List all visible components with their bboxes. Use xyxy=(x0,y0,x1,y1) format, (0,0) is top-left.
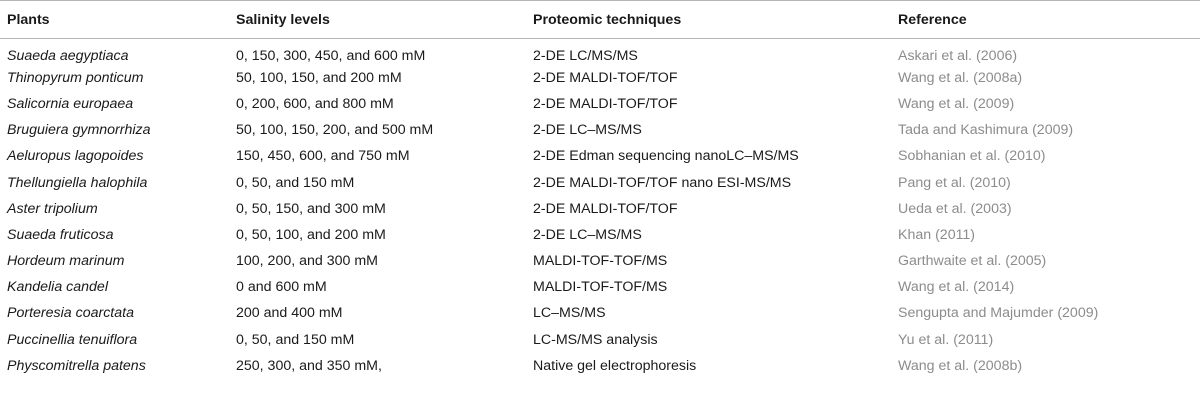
header-salinity-levels: Salinity levels xyxy=(236,11,330,28)
salinity-levels: 0, 50, and 150 mM xyxy=(236,331,355,348)
reference-link[interactable]: Askari et al. (2006) xyxy=(898,47,1018,64)
plant-name: Hordeum marinum xyxy=(7,253,125,270)
plant-name: Thellungiella halophila xyxy=(7,174,148,191)
salinity-levels: 250, 300, and 350 mM, xyxy=(236,357,382,374)
plant-name: Aeluropus lagopoides xyxy=(7,148,144,165)
plant-name: Porteresia coarctata xyxy=(7,305,134,322)
plant-name: Bruguiera gymnorrhiza xyxy=(7,122,151,139)
proteomic-technique: 2-DE MALDI-TOF/TOF xyxy=(533,200,678,217)
table-row: Physcomitrella patens 250, 300, and 350 … xyxy=(0,353,1200,379)
salinity-levels: 0, 200, 600, and 800 mM xyxy=(236,95,394,112)
proteomic-technique: MALDI-TOF-TOF/MS xyxy=(533,253,668,270)
salinity-levels: 0, 50, 150, and 300 mM xyxy=(236,200,386,217)
halophyte-proteomics-table: Plants Salinity levels Proteomic techniq… xyxy=(0,0,1200,379)
proteomic-technique: 2-DE LC–MS/MS xyxy=(533,226,642,243)
proteomic-technique: 2-DE LC–MS/MS xyxy=(533,122,642,139)
plant-name: Kandelia candel xyxy=(7,279,108,296)
proteomic-technique: 2-DE Edman sequencing nanoLC–MS/MS xyxy=(533,148,799,165)
salinity-levels: 100, 200, and 300 mM xyxy=(236,253,378,270)
plant-name: Puccinellia tenuiflora xyxy=(7,331,138,348)
table-row: Bruguiera gymnorrhiza 50, 100, 150, 200,… xyxy=(0,117,1200,143)
table-header-row: Plants Salinity levels Proteomic techniq… xyxy=(0,0,1200,39)
reference-link[interactable]: Wang et al. (2008b) xyxy=(898,357,1023,374)
reference-link[interactable]: Khan (2011) xyxy=(898,226,976,243)
table-row: Aeluropus lagopoides 150, 450, 600, and … xyxy=(0,143,1200,169)
reference-link[interactable]: Sengupta and Majumder (2009) xyxy=(898,305,1099,322)
header-plants: Plants xyxy=(7,11,50,28)
reference-link[interactable]: Yu et al. (2011) xyxy=(898,331,994,348)
plant-name: Aster tripolium xyxy=(7,200,98,217)
salinity-levels: 150, 450, 600, and 750 mM xyxy=(236,148,410,165)
table-row: Suaeda fruticosa 0, 50, 100, and 200 mM … xyxy=(0,222,1200,248)
proteomic-technique: 2-DE MALDI-TOF/TOF nano ESI-MS/MS xyxy=(533,174,792,191)
salinity-levels: 0, 50, and 150 mM xyxy=(236,174,355,191)
salinity-levels: 50, 100, 150, and 200 mM xyxy=(236,69,402,86)
reference-link[interactable]: Wang et al. (2008a) xyxy=(898,69,1023,86)
reference-link[interactable]: Garthwaite et al. (2005) xyxy=(898,253,1047,270)
table-row: Salicornia europaea 0, 200, 600, and 800… xyxy=(0,91,1200,117)
reference-link[interactable]: Tada and Kashimura (2009) xyxy=(898,122,1074,139)
salinity-levels: 0 and 600 mM xyxy=(236,279,327,296)
proteomic-technique: Native gel electrophoresis xyxy=(533,357,697,374)
table-row: Puccinellia tenuiflora 0, 50, and 150 mM… xyxy=(0,327,1200,353)
header-proteomic-techniques: Proteomic techniques xyxy=(533,11,682,28)
table-row: Kandelia candel 0 and 600 mM MALDI-TOF-T… xyxy=(0,274,1200,300)
header-reference: Reference xyxy=(898,11,967,28)
plant-name: Thinopyrum ponticum xyxy=(7,69,144,86)
proteomic-technique: MALDI-TOF-TOF/MS xyxy=(533,279,668,296)
plant-name: Physcomitrella patens xyxy=(7,357,146,374)
plant-name: Suaeda fruticosa xyxy=(7,226,114,243)
proteomic-technique: LC–MS/MS xyxy=(533,305,606,322)
table-row: Thellungiella halophila 0, 50, and 150 m… xyxy=(0,169,1200,195)
salinity-levels: 0, 150, 300, 450, and 600 mM xyxy=(236,47,426,64)
reference-link[interactable]: Wang et al. (2009) xyxy=(898,95,1015,112)
table-row: Suaeda aegyptiaca 0, 150, 300, 450, and … xyxy=(0,39,1200,65)
reference-link[interactable]: Wang et al. (2014) xyxy=(898,279,1015,296)
table-row: Hordeum marinum 100, 200, and 300 mM MAL… xyxy=(0,248,1200,274)
salinity-levels: 200 and 400 mM xyxy=(236,305,343,322)
table-row: Aster tripolium 0, 50, 150, and 300 mM 2… xyxy=(0,196,1200,222)
proteomic-technique: 2-DE LC/MS/MS xyxy=(533,47,638,64)
plant-name: Suaeda aegyptiaca xyxy=(7,47,129,64)
reference-link[interactable]: Sobhanian et al. (2010) xyxy=(898,148,1046,165)
proteomic-technique: 2-DE MALDI-TOF/TOF xyxy=(533,69,678,86)
proteomic-technique: LC-MS/MS analysis xyxy=(533,331,658,348)
plant-name: Salicornia europaea xyxy=(7,95,134,112)
reference-link[interactable]: Pang et al. (2010) xyxy=(898,174,1011,191)
salinity-levels: 0, 50, 100, and 200 mM xyxy=(236,226,386,243)
proteomic-technique: 2-DE MALDI-TOF/TOF xyxy=(533,95,678,112)
table-body: Suaeda aegyptiaca 0, 150, 300, 450, and … xyxy=(0,39,1200,379)
table-row: Thinopyrum ponticum 50, 100, 150, and 20… xyxy=(0,65,1200,91)
salinity-levels: 50, 100, 150, 200, and 500 mM xyxy=(236,122,434,139)
reference-link[interactable]: Ueda et al. (2003) xyxy=(898,200,1012,217)
table-row: Porteresia coarctata 200 and 400 mM LC–M… xyxy=(0,300,1200,326)
